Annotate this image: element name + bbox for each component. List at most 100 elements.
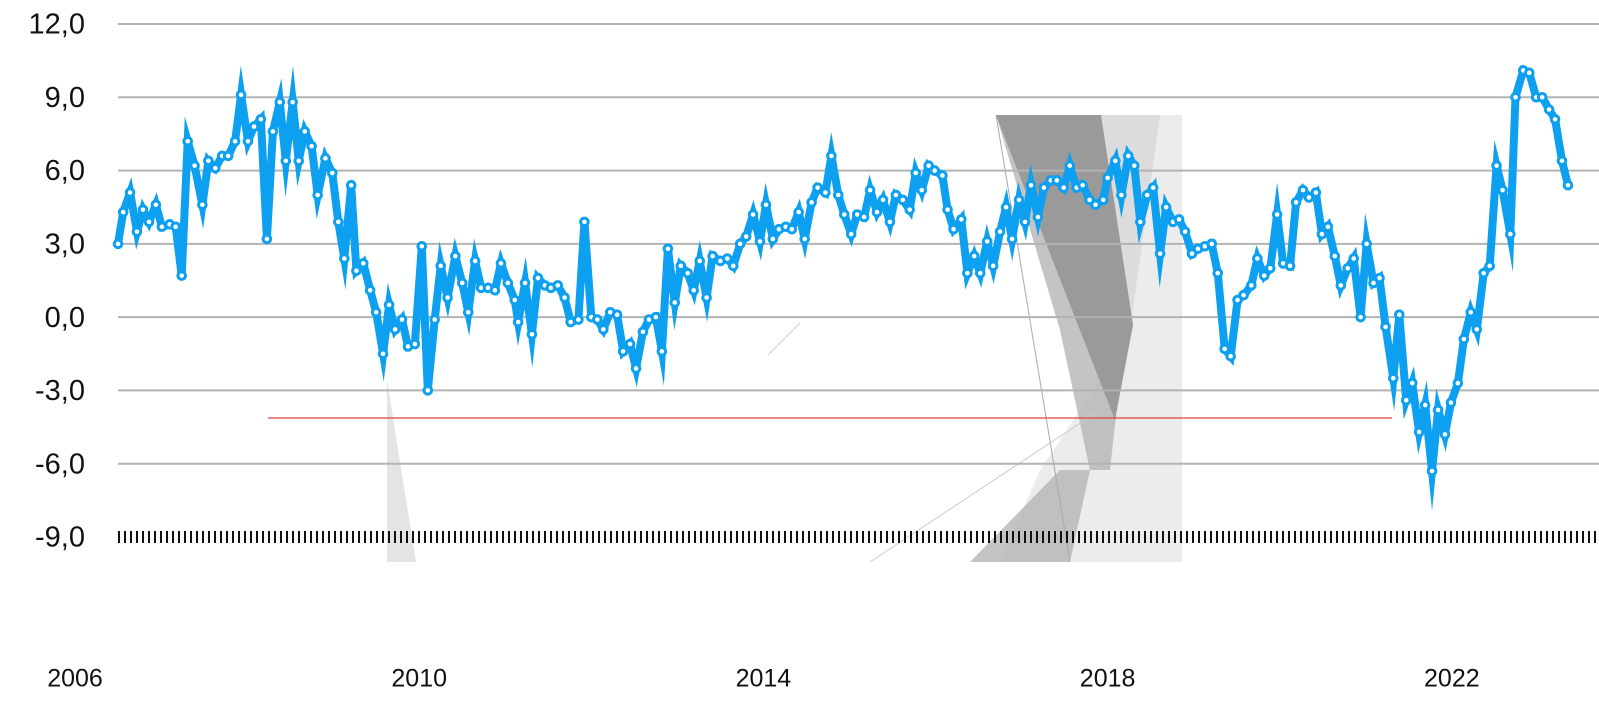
data-point [976, 269, 984, 277]
data-point [1312, 189, 1320, 197]
data-point [1066, 162, 1074, 170]
data-point [335, 218, 343, 226]
data-point [263, 235, 271, 243]
data-point [841, 211, 849, 219]
data-point [769, 235, 777, 243]
data-point [1460, 335, 1468, 343]
data-point [534, 274, 542, 282]
data-point [762, 201, 770, 209]
data-point [671, 299, 679, 307]
data-point [879, 196, 887, 204]
data-point [632, 365, 640, 373]
x-tick-label: 2006 [47, 665, 103, 693]
data-point [391, 326, 399, 334]
data-point [912, 169, 920, 177]
data-point [308, 142, 316, 150]
data-point [1299, 186, 1307, 194]
data-point [1248, 282, 1256, 290]
data-point [1214, 269, 1222, 277]
data-point [989, 262, 997, 270]
data-point [1027, 181, 1035, 189]
data-point [964, 269, 972, 277]
data-point [1118, 191, 1126, 199]
data-point [886, 218, 894, 226]
data-point [918, 186, 926, 194]
data-point [703, 294, 711, 302]
data-point [1143, 191, 1151, 199]
data-point [511, 296, 519, 304]
data-point [652, 313, 660, 321]
data-point [1227, 352, 1235, 360]
data-point [696, 257, 704, 265]
data-point [613, 311, 621, 319]
data-point [1344, 264, 1352, 272]
data-point [471, 257, 479, 265]
data-point [1525, 69, 1533, 77]
data-point [906, 206, 914, 214]
data-point [1480, 269, 1488, 277]
data-point [379, 350, 387, 358]
data-point [126, 189, 134, 197]
data-point [528, 330, 536, 338]
data-point [554, 282, 562, 290]
data-point [184, 137, 192, 145]
data-point [314, 191, 322, 199]
data-point [133, 228, 141, 236]
y-tick-label: 3,0 [45, 229, 85, 261]
data-point [1545, 106, 1553, 114]
data-point [437, 262, 445, 270]
data-point [1357, 313, 1365, 321]
data-point [1053, 177, 1061, 185]
data-point [664, 245, 672, 253]
data-point [237, 91, 245, 99]
data-point [1260, 272, 1268, 280]
data-point [983, 238, 991, 246]
x-tick-label: 2010 [391, 665, 447, 693]
data-point [619, 348, 627, 356]
data-point [1181, 228, 1189, 236]
data-point [860, 213, 868, 221]
data-point [1175, 216, 1183, 224]
data-point [939, 172, 947, 180]
data-point [1100, 196, 1108, 204]
data-point [677, 262, 685, 270]
y-tick-label: -3,0 [35, 375, 85, 407]
data-point [1021, 218, 1029, 226]
data-point [575, 316, 583, 324]
data-point [1415, 428, 1423, 436]
data-point [970, 252, 978, 260]
data-point [1363, 240, 1371, 248]
data-point [795, 208, 803, 216]
data-point [1473, 326, 1481, 334]
data-point [581, 218, 589, 226]
data-point [996, 228, 1004, 236]
data-point [1454, 379, 1462, 387]
data-point [424, 387, 432, 395]
data-point [1382, 323, 1390, 331]
data-point [145, 218, 153, 226]
plot-area [114, 67, 1572, 475]
data-point [1396, 311, 1404, 319]
data-point [497, 260, 505, 268]
data-point [1512, 93, 1520, 101]
data-point [1240, 291, 1248, 299]
data-point [295, 157, 303, 165]
data-point [172, 223, 180, 231]
data-point [690, 286, 698, 294]
data-point [594, 316, 602, 324]
data-point [1441, 431, 1449, 439]
data-point [1008, 235, 1016, 243]
data-point [1124, 152, 1132, 160]
data-point [178, 272, 186, 280]
data-point [119, 208, 127, 216]
data-point [788, 225, 796, 233]
data-point [398, 316, 406, 324]
data-point [114, 240, 122, 248]
data-point [814, 184, 822, 192]
data-point [1092, 201, 1100, 209]
data-point [1034, 213, 1042, 221]
data-point [282, 157, 290, 165]
data-point [205, 157, 213, 165]
data-point [1002, 203, 1010, 211]
data-point [873, 208, 881, 216]
